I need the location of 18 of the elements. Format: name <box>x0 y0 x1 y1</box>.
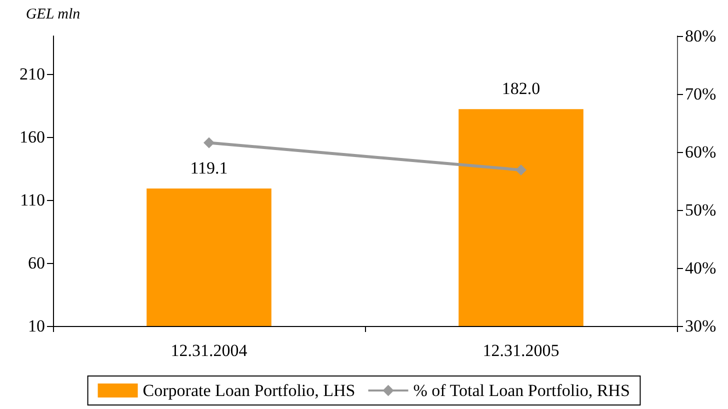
y2-tick-label: 60% <box>685 142 716 162</box>
y-tick-label: 210 <box>20 64 45 84</box>
y-tick-label: 110 <box>20 190 45 210</box>
data-label: 119.1 <box>190 158 228 178</box>
x-tick-label: 12.31.2004 <box>170 341 248 360</box>
y2-tick-label: 50% <box>685 200 716 220</box>
legend-label: Corporate Loan Portfolio, LHS <box>142 381 356 400</box>
data-label: 182.0 <box>502 79 540 98</box>
y2-tick-label: 80% <box>685 26 716 46</box>
y2-tick-label: 40% <box>685 258 716 278</box>
legend-label: % of Total Loan Portfolio, RHS <box>413 381 630 400</box>
y-tick-label: 60 <box>28 253 45 272</box>
y-tick-label: 160 <box>20 127 45 146</box>
y2-tick-label: 30% <box>685 316 716 336</box>
y2-tick-label: 70% <box>685 84 716 104</box>
y-axis-title: GEL mln <box>26 6 80 22</box>
x-tick-label: 12.31.2005 <box>482 341 560 360</box>
y-tick-label: 10 <box>28 316 45 336</box>
